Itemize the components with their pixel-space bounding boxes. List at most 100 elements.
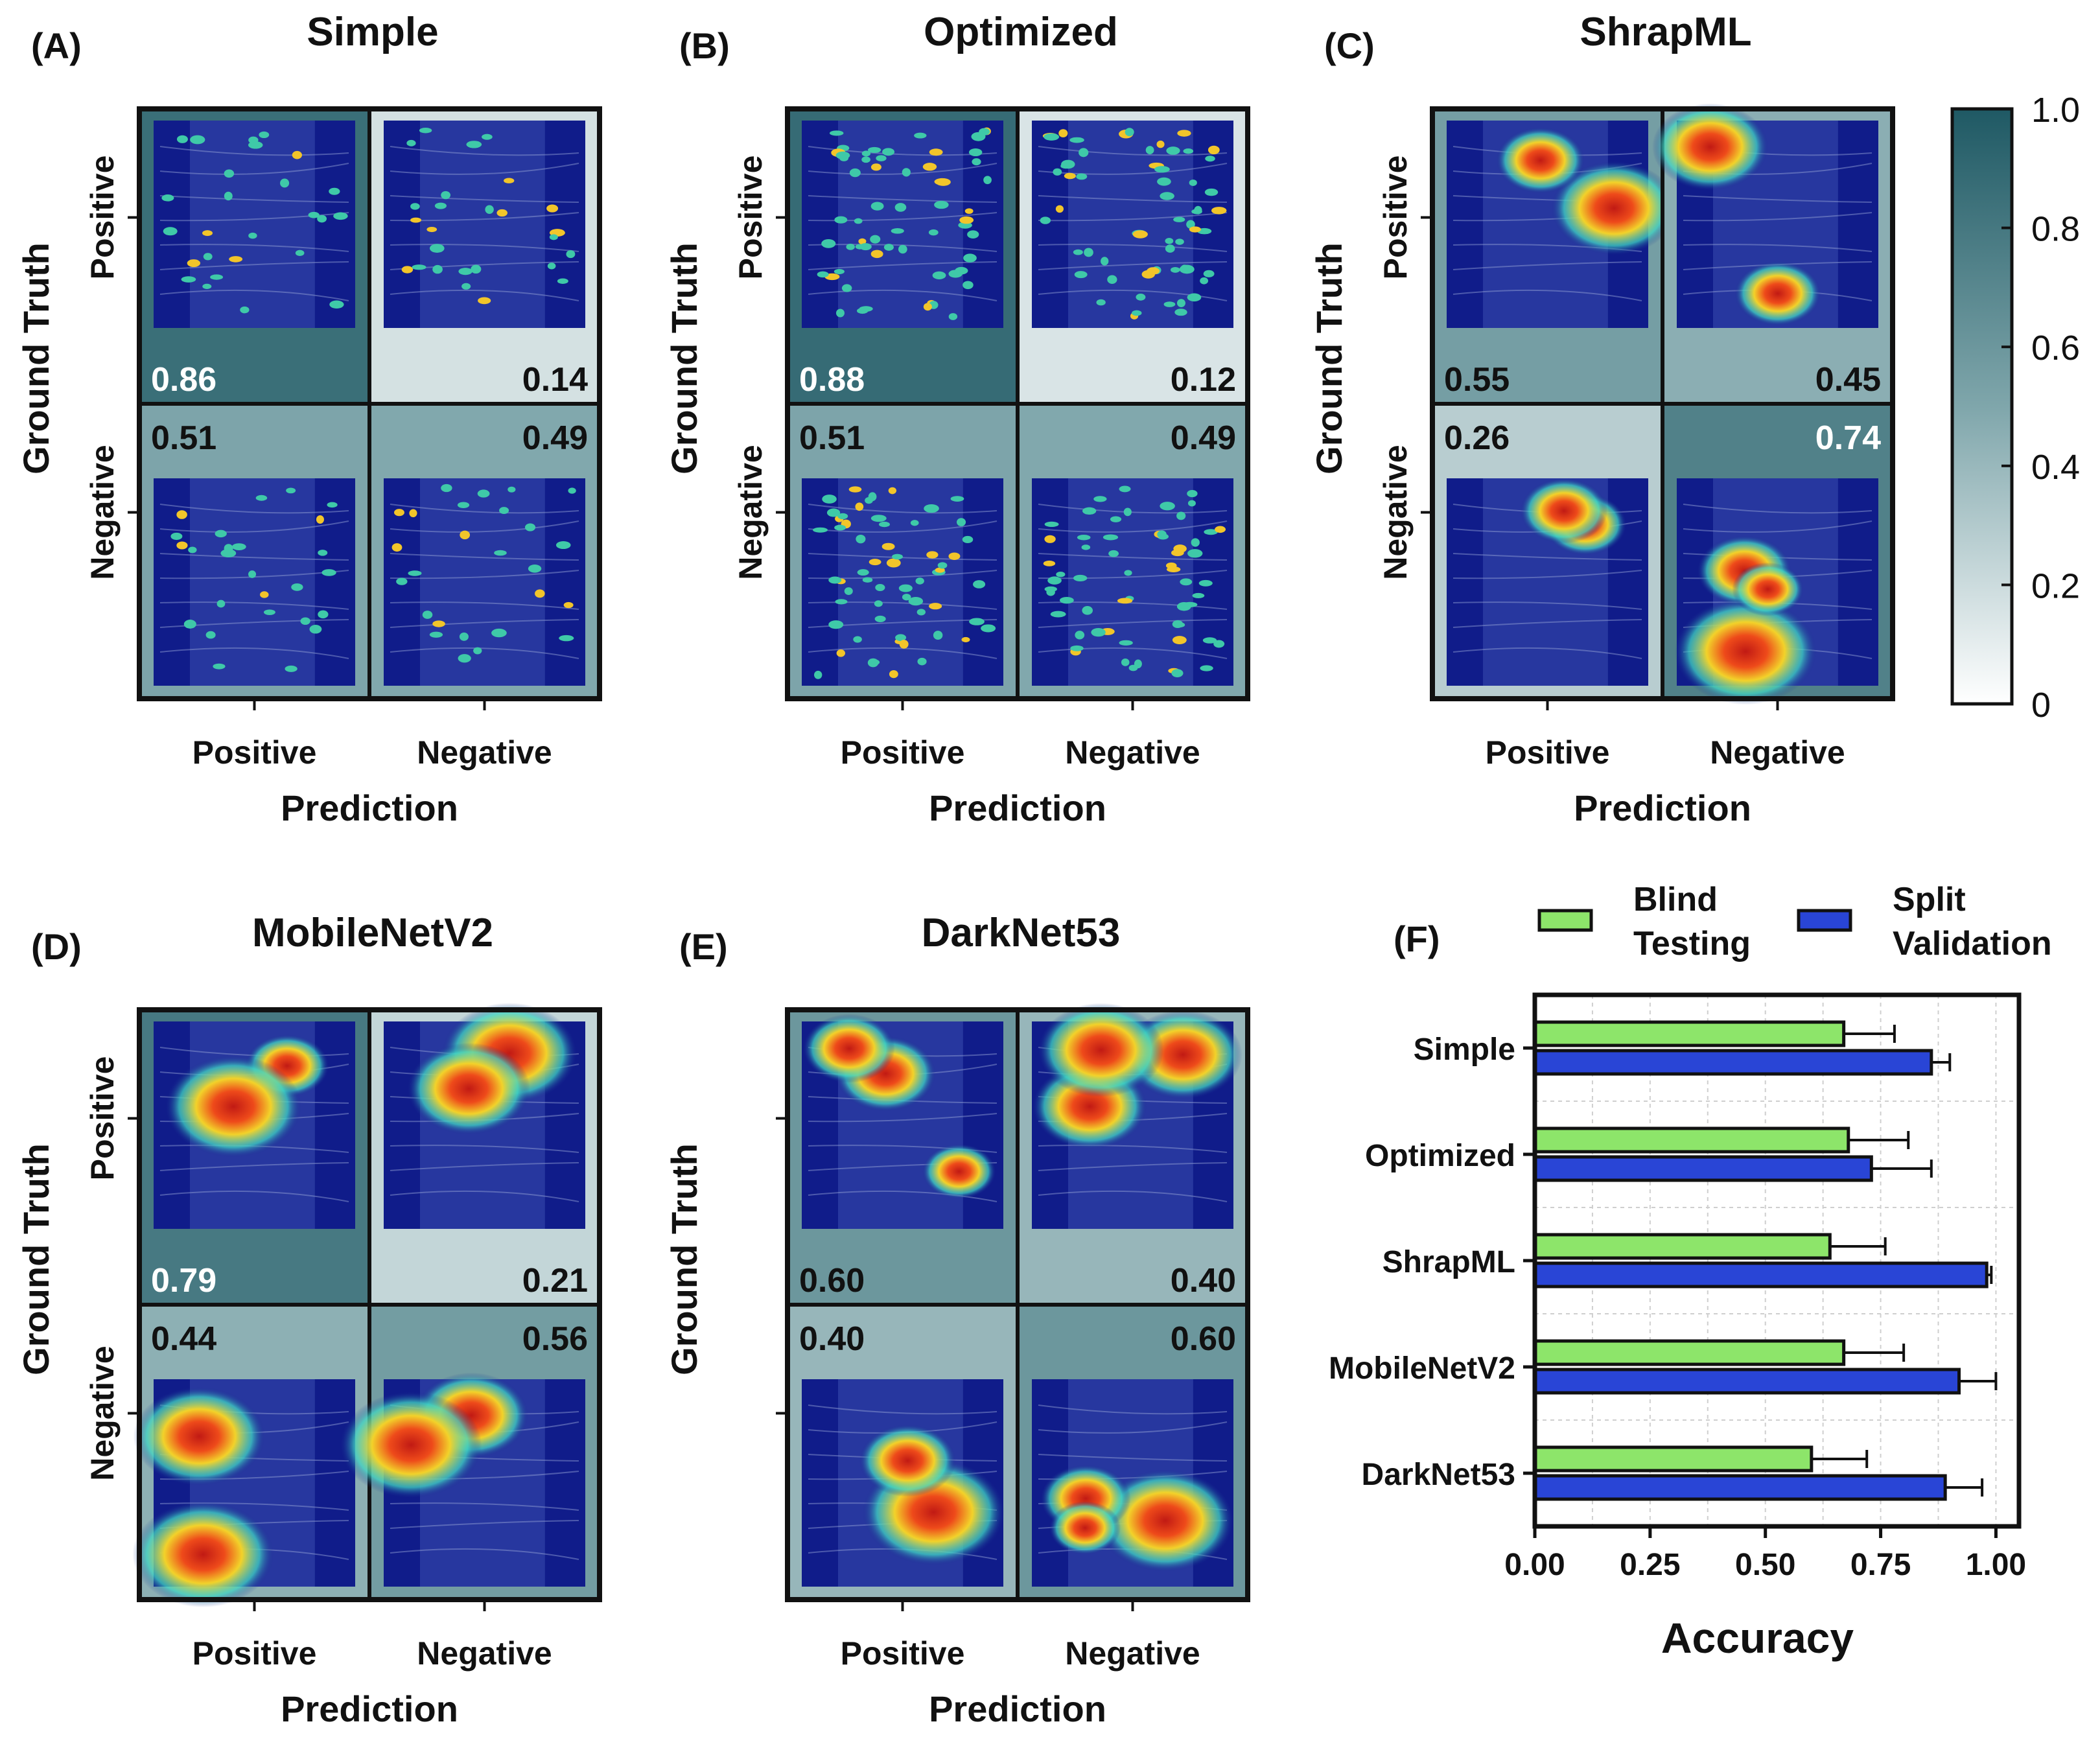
category-label: ShrapML xyxy=(1382,1245,1515,1279)
gradcam-thumbnail xyxy=(1447,478,1648,686)
activation-spot xyxy=(1147,267,1160,275)
activation-spot xyxy=(1175,239,1184,245)
tissue-line xyxy=(808,1405,998,1415)
tissue-line xyxy=(808,1113,998,1123)
activation-spot xyxy=(934,200,949,209)
activation-spot xyxy=(292,150,302,159)
colorbar-tick-label: 0.2 xyxy=(2031,566,2080,605)
activation-spot xyxy=(327,502,338,508)
legend-label: Split xyxy=(1893,881,1966,918)
activation-spot xyxy=(259,131,270,139)
activation-spot xyxy=(466,141,482,148)
row-label: Positive xyxy=(1377,156,1414,280)
activation-spot xyxy=(1079,148,1089,157)
activation-spot xyxy=(858,238,867,245)
activation-spot xyxy=(524,523,536,531)
activation-spot xyxy=(557,278,568,285)
activation-spot xyxy=(889,670,898,679)
activation-spot xyxy=(202,230,213,237)
tissue-line xyxy=(390,195,579,203)
activation-spot xyxy=(1176,299,1185,308)
image-texture xyxy=(189,478,315,686)
activation-spot xyxy=(563,601,574,609)
activation-spot xyxy=(1055,205,1064,213)
activation-spot xyxy=(967,230,979,239)
activation-spot xyxy=(1171,669,1184,677)
activation-spot xyxy=(902,594,911,601)
activation-spot xyxy=(1180,264,1189,273)
colorbar-tick-label: 0.6 xyxy=(2031,329,2080,367)
activation-spot xyxy=(485,205,494,214)
tissue-line xyxy=(390,1548,579,1560)
tissue-line xyxy=(1038,261,1228,270)
tissue-line xyxy=(1038,289,1228,301)
tissue-line xyxy=(1683,504,1872,514)
activation-spot xyxy=(844,587,853,595)
activation-spot xyxy=(932,271,946,279)
x-tick-label: 0.00 xyxy=(1504,1548,1565,1582)
x-tick-label: 0.50 xyxy=(1735,1548,1795,1582)
activation-spot xyxy=(1154,166,1170,173)
activation-spot xyxy=(1187,549,1203,558)
activation-spot xyxy=(1189,179,1197,186)
activation-spot xyxy=(1044,133,1060,141)
panel-simple: (A) Simple 0.86 0.14 0.51 0.49 Positive Negativ… xyxy=(16,10,602,828)
activation-spot xyxy=(308,211,320,218)
y-axis-label: Ground Truth xyxy=(664,1143,705,1375)
activation-spot xyxy=(461,283,471,290)
activation-spot xyxy=(408,570,422,576)
bar-split-validation xyxy=(1533,1155,1873,1182)
x-tick-label: 1.00 xyxy=(1966,1548,2026,1582)
colorbar-tick-label: 0 xyxy=(2031,686,2051,725)
activation-blob xyxy=(803,1014,895,1083)
matrix-border xyxy=(1430,106,1895,701)
activation-spot xyxy=(460,530,471,540)
bar-blind-testing xyxy=(1533,1445,1814,1473)
activation-spot xyxy=(963,253,977,262)
activation-blob xyxy=(1652,103,1769,191)
activation-spot xyxy=(426,226,438,233)
activation-spot xyxy=(1125,128,1134,137)
gradcam-thumbnail xyxy=(1032,478,1233,686)
tissue-line xyxy=(1683,195,1872,203)
activation-spot xyxy=(181,276,196,283)
gradcam-thumbnail xyxy=(340,1372,585,1587)
activation-spot xyxy=(555,541,571,550)
activation-blob xyxy=(1520,478,1608,544)
activation-spot xyxy=(1043,560,1056,566)
activation-spot xyxy=(969,618,985,625)
activation-spot xyxy=(870,202,884,211)
activation-spot xyxy=(391,543,402,552)
activation-spot xyxy=(898,584,913,592)
panel-letter: (D) xyxy=(31,926,82,967)
bar-blind-testing xyxy=(1533,1126,1850,1154)
activation-spot xyxy=(478,297,491,305)
row-label: Negative xyxy=(84,1346,121,1480)
tissue-line xyxy=(1038,1162,1228,1171)
tissue-line xyxy=(1452,619,1642,628)
activation-spot xyxy=(910,520,919,526)
activation-spot xyxy=(908,596,924,606)
column-label: Positive xyxy=(1486,734,1610,771)
activation-spot xyxy=(1198,579,1213,587)
activation-spot xyxy=(1187,500,1196,507)
matrix-value: 0.14 xyxy=(522,361,588,399)
activation-spot xyxy=(876,155,887,161)
activation-spot xyxy=(1208,145,1220,155)
tissue-line xyxy=(1038,1190,1228,1202)
activation-spot xyxy=(317,215,327,223)
activation-spot xyxy=(870,163,881,171)
matrix-value: 0.55 xyxy=(1444,361,1510,399)
activation-spot xyxy=(1053,168,1062,176)
row-label: Negative xyxy=(732,445,769,579)
activation-spot xyxy=(321,569,336,576)
activation-spot xyxy=(983,176,992,185)
activation-spot xyxy=(1191,209,1202,215)
activation-spot xyxy=(1056,571,1066,577)
activation-spot xyxy=(1145,146,1154,155)
tissue-line xyxy=(1452,289,1642,301)
tissue-line xyxy=(1683,520,1872,533)
activation-spot xyxy=(329,187,340,195)
activation-spot xyxy=(1117,598,1133,604)
tissue-line xyxy=(390,1145,579,1153)
